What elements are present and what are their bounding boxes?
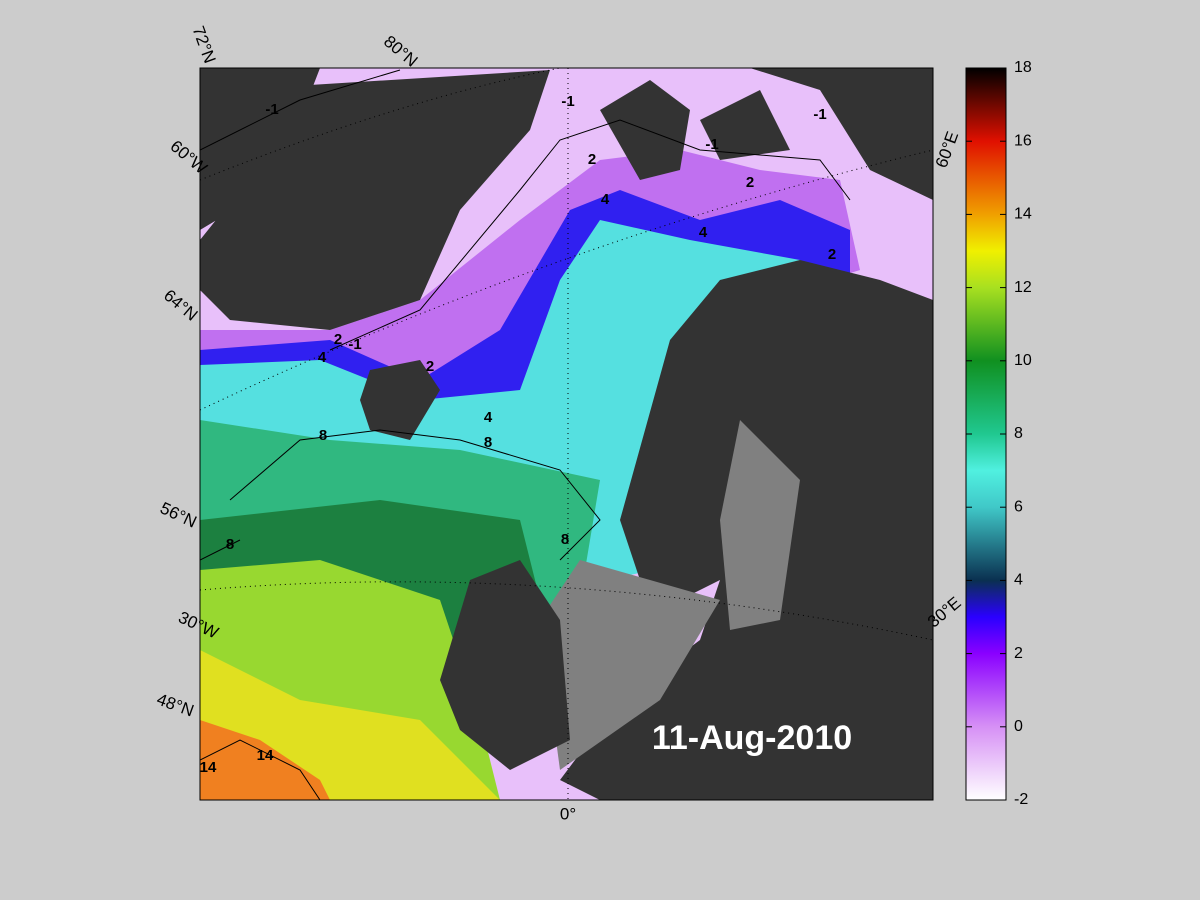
contour-label: 8 xyxy=(561,531,569,548)
colorbar-tick-label: -2 xyxy=(1014,791,1028,808)
contour-line xyxy=(200,429,601,561)
graticule-label: 80°N xyxy=(380,32,421,71)
colorbar-tick-label: 6 xyxy=(1014,498,1023,515)
colorbar-tick-label: 4 xyxy=(1014,572,1023,589)
contour-label: -1 xyxy=(348,336,361,353)
colorbar-tick-label: 16 xyxy=(1014,132,1032,149)
colorbar-tick-label: 8 xyxy=(1014,425,1023,442)
sea-orange xyxy=(200,720,330,800)
land-british-isles xyxy=(440,560,570,770)
colorbar xyxy=(965,67,1007,801)
contour-label: -1 xyxy=(265,101,278,118)
land-iceland xyxy=(360,360,440,440)
contour-label: 8 xyxy=(319,427,327,444)
date-label: 11-Aug-2010 xyxy=(652,719,852,757)
contour-label: 14 xyxy=(257,747,274,764)
contours xyxy=(200,69,851,800)
contour-label: 4 xyxy=(318,349,327,366)
contour-label: 2 xyxy=(426,358,434,375)
contour-label: 2 xyxy=(588,151,596,168)
contour-label: 14 xyxy=(200,759,217,776)
sea-baltic xyxy=(720,420,800,630)
map-frame xyxy=(199,67,934,801)
contour-line xyxy=(200,739,321,800)
contour-line xyxy=(200,69,851,351)
contour-label: -1 xyxy=(705,136,718,153)
shelf-north-sea xyxy=(540,560,720,770)
contour-label: 4 xyxy=(484,409,493,426)
graticule-label: 60°E xyxy=(932,129,963,170)
contour-label: 4 xyxy=(601,191,610,208)
land-svalbard xyxy=(600,68,933,200)
graticule-label: 64°N xyxy=(160,286,201,325)
colorbar-tick-label: 12 xyxy=(1014,279,1032,296)
graticule-label: 72°N xyxy=(189,24,220,66)
colorbar-tick-label: 2 xyxy=(1014,645,1023,662)
contour-label: 2 xyxy=(828,246,836,263)
contour-label: -1 xyxy=(813,106,826,123)
colorbar-tick-label: 10 xyxy=(1014,352,1032,369)
colorbar-tick-label: 14 xyxy=(1014,206,1032,223)
colorbar-tick-label: 0 xyxy=(1014,718,1023,735)
colorbar-tick-label: 18 xyxy=(1014,59,1032,76)
graticule-label: 0° xyxy=(560,804,576,823)
graticule-label: 56°N xyxy=(157,498,199,531)
contour-label: 8 xyxy=(226,536,234,553)
land-greenland xyxy=(200,68,550,330)
contour-label: 4 xyxy=(699,224,708,241)
contour-label: 2 xyxy=(746,174,754,191)
map xyxy=(200,68,933,800)
graticule-label: 48°N xyxy=(154,690,196,721)
contour-label: 2 xyxy=(334,331,342,348)
contour-label: -1 xyxy=(561,93,574,110)
contour-label: 8 xyxy=(484,434,492,451)
